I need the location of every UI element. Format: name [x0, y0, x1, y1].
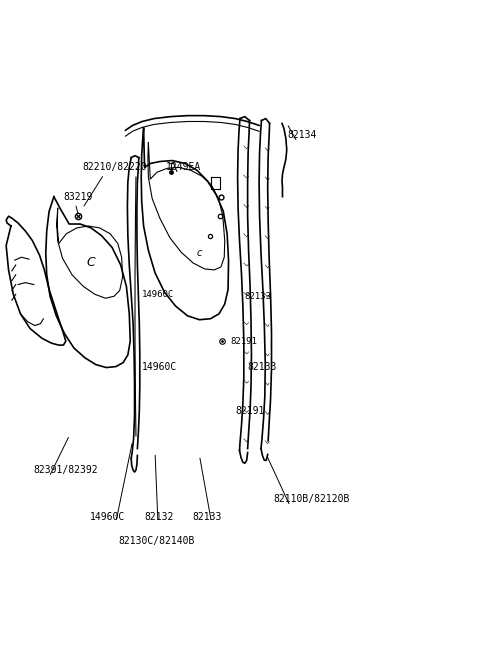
- Text: 82134: 82134: [288, 130, 317, 140]
- Text: 82133: 82133: [245, 292, 272, 301]
- Text: 82210/82220: 82210/82220: [83, 162, 147, 172]
- Text: 82191: 82191: [230, 336, 257, 346]
- Text: c: c: [197, 248, 202, 258]
- Text: C: C: [87, 256, 96, 269]
- Text: 83219: 83219: [63, 192, 93, 202]
- Text: 82133: 82133: [247, 363, 276, 373]
- Text: 82191: 82191: [235, 407, 264, 417]
- Text: 82391/82392: 82391/82392: [34, 465, 98, 475]
- Text: 82133: 82133: [192, 512, 222, 522]
- Text: 14960C: 14960C: [90, 512, 125, 522]
- Text: 1249EA: 1249EA: [166, 162, 201, 172]
- Text: 82130C/82140B: 82130C/82140B: [118, 536, 195, 546]
- Text: 14960C: 14960C: [142, 290, 174, 299]
- Text: 82110B/82120B: 82110B/82120B: [274, 494, 350, 505]
- Text: 82132: 82132: [144, 512, 174, 522]
- Text: 14960C: 14960C: [142, 363, 178, 373]
